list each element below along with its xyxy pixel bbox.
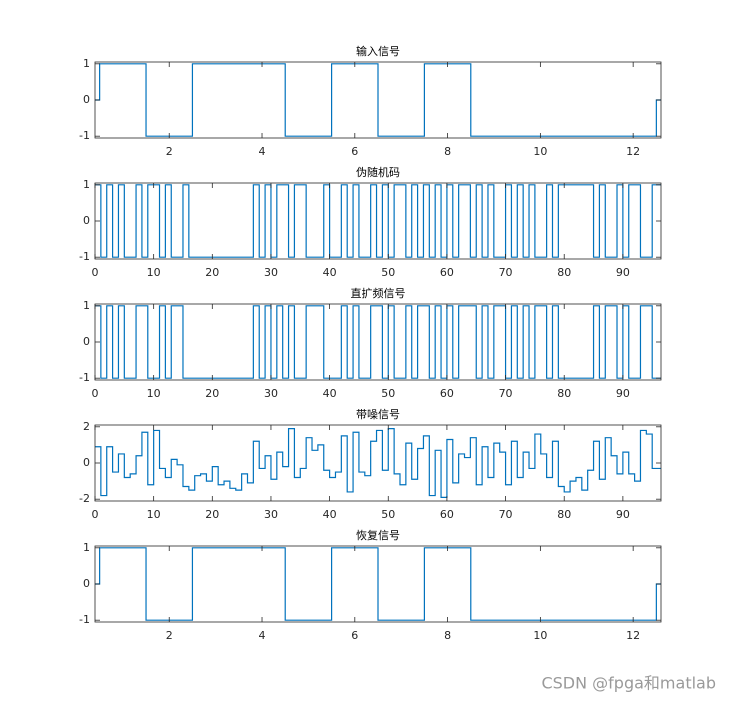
x-tick-label: 0 [92, 266, 99, 279]
x-tick-label: 90 [616, 508, 630, 521]
x-tick-label: 12 [626, 629, 640, 642]
x-tick-label: 50 [381, 508, 395, 521]
y-tick-label: 0 [83, 335, 90, 348]
x-tick-label: 30 [264, 387, 278, 400]
subplot-title: 恢复信号 [356, 528, 400, 542]
y-tick-label: -1 [79, 371, 90, 384]
x-tick-label: 80 [557, 266, 571, 279]
x-tick-label: 6 [351, 629, 358, 642]
subplot-title: 伪随机码 [356, 165, 400, 179]
subplot-title: 输入信号 [356, 44, 400, 58]
x-tick-label: 20 [205, 387, 219, 400]
y-tick-label: 1 [83, 541, 90, 554]
x-tick-label: 10 [147, 508, 161, 521]
x-tick-label: 50 [381, 266, 395, 279]
x-tick-label: 12 [626, 145, 640, 158]
subplot-title: 带噪信号 [356, 408, 400, 421]
x-tick-label: 30 [264, 508, 278, 521]
x-tick-label: 4 [259, 629, 266, 642]
x-tick-label: 8 [444, 629, 451, 642]
x-tick-label: 10 [147, 266, 161, 279]
y-tick-label: 1 [83, 57, 90, 70]
x-tick-label: 50 [381, 387, 395, 400]
x-tick-label: 60 [440, 266, 454, 279]
x-tick-label: 40 [323, 508, 337, 521]
y-tick-label: -2 [79, 492, 90, 505]
x-tick-label: 90 [616, 387, 630, 400]
x-tick-label: 2 [166, 145, 173, 158]
x-tick-label: 60 [440, 387, 454, 400]
x-tick-label: 4 [259, 145, 266, 158]
y-tick-label: 1 [83, 178, 90, 191]
y-tick-label: -1 [79, 613, 90, 626]
signal-line [95, 428, 661, 498]
x-tick-label: 0 [92, 387, 99, 400]
x-tick-label: 20 [205, 508, 219, 521]
x-tick-label: 10 [147, 387, 161, 400]
subplot-title: 直扩频信号 [351, 286, 406, 300]
x-tick-label: 70 [499, 508, 513, 521]
x-tick-label: 10 [533, 145, 547, 158]
x-tick-label: 2 [166, 629, 173, 642]
x-tick-label: 90 [616, 266, 630, 279]
x-tick-label: 70 [499, 387, 513, 400]
x-tick-label: 40 [323, 266, 337, 279]
y-tick-label: 0 [83, 93, 90, 106]
x-tick-label: 80 [557, 508, 571, 521]
x-tick-label: 60 [440, 508, 454, 521]
y-tick-label: 0 [83, 214, 90, 227]
x-tick-label: 30 [264, 266, 278, 279]
x-tick-label: 40 [323, 387, 337, 400]
x-tick-label: 6 [351, 145, 358, 158]
x-tick-label: 80 [557, 387, 571, 400]
x-tick-label: 8 [444, 145, 451, 158]
x-tick-label: 20 [205, 266, 219, 279]
y-tick-label: -1 [79, 250, 90, 263]
y-tick-label: 0 [83, 577, 90, 590]
x-tick-label: 10 [533, 629, 547, 642]
watermark: CSDN @fpga和matlab [541, 674, 716, 693]
y-tick-label: 2 [83, 420, 90, 433]
y-tick-label: 1 [83, 299, 90, 312]
y-tick-label: 0 [83, 456, 90, 469]
signal-line [95, 305, 661, 379]
y-tick-label: -1 [79, 129, 90, 142]
x-tick-label: 70 [499, 266, 513, 279]
x-tick-label: 0 [92, 508, 99, 521]
